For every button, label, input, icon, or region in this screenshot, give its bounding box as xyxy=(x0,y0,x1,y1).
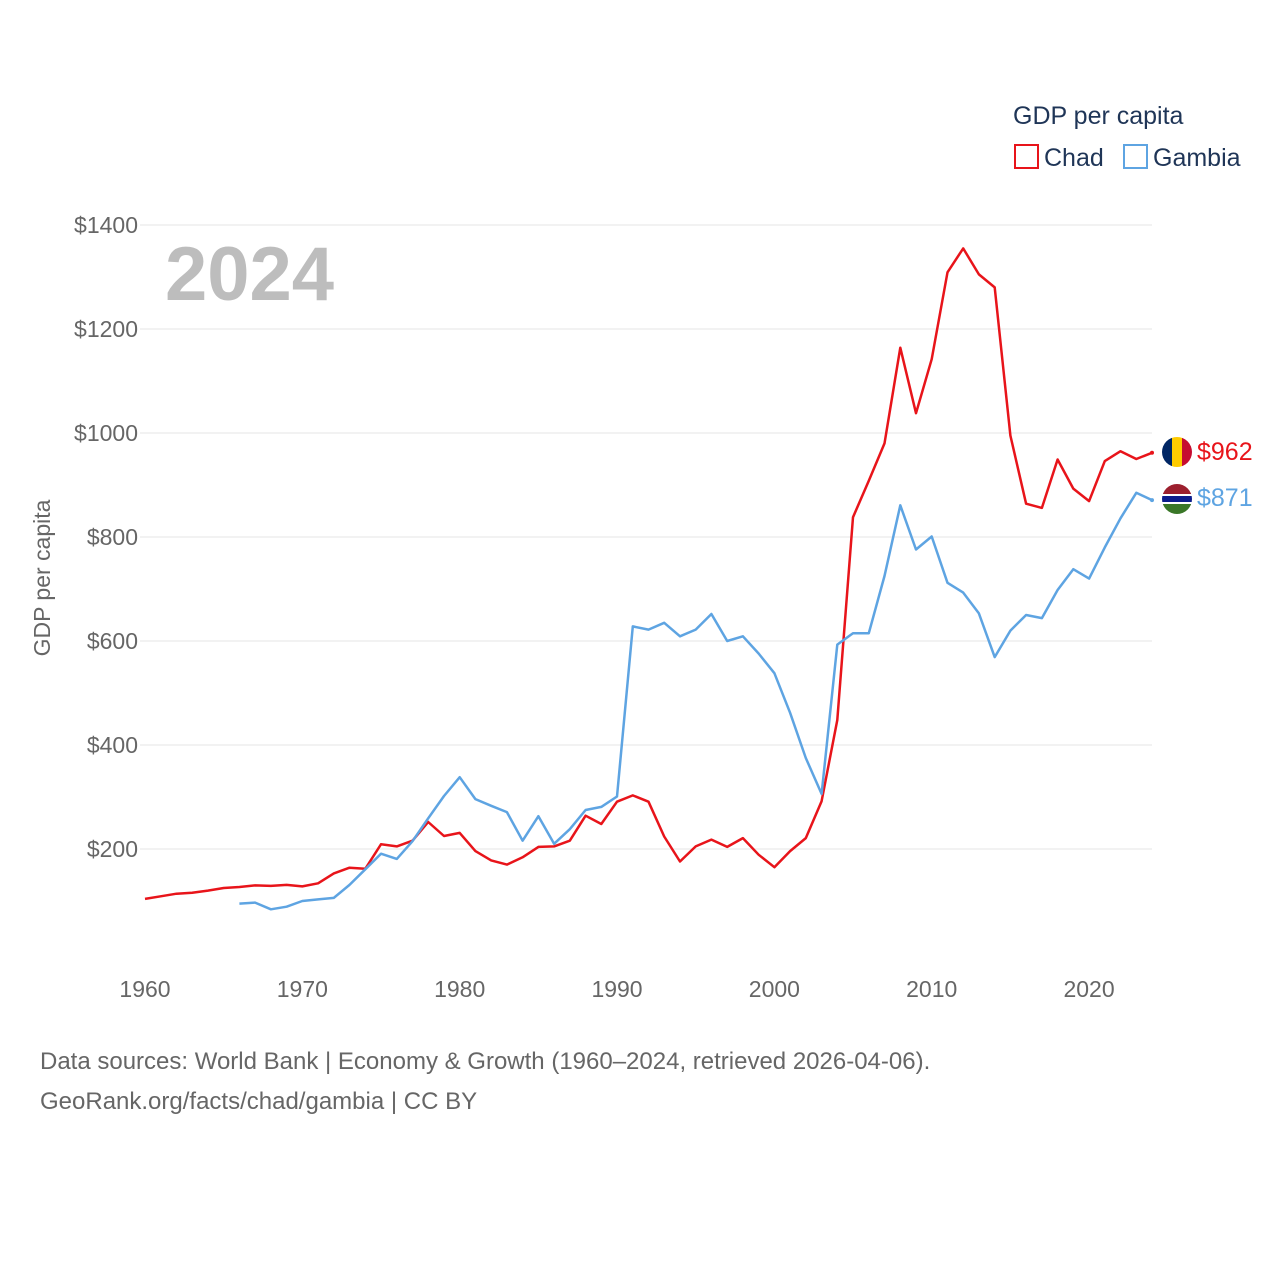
series-line-chad[interactable] xyxy=(144,247,1153,901)
data-source-footer: Data sources: World Bank | Economy & Gro… xyxy=(40,1042,930,1122)
legend-swatch-chad xyxy=(1014,144,1039,169)
x-tick-label: 1990 xyxy=(591,976,642,1002)
y-axis-ticks: $200 $400 $600 $800 $1000 $1200 $1400 xyxy=(74,212,138,862)
series-line-gambia[interactable] xyxy=(239,491,1153,911)
y-tick-label: $1200 xyxy=(74,316,138,342)
chad-flag-icon xyxy=(1162,437,1192,467)
source-line-1: Data sources: World Bank | Economy & Gro… xyxy=(40,1048,931,1075)
legend-item-gambia[interactable]: Gambia xyxy=(1123,144,1241,172)
y-axis-label: GDP per capita xyxy=(29,499,55,656)
legend-swatch-gambia xyxy=(1123,144,1148,169)
chad-end-marker: $962 xyxy=(1162,437,1253,467)
legend-title: GDP per capita xyxy=(1013,102,1184,130)
x-axis-ticks: 1960 1970 1980 1990 2000 2010 2020 xyxy=(119,976,1114,1002)
x-tick-label: 2020 xyxy=(1063,976,1114,1002)
y-tick-label: $200 xyxy=(87,836,138,862)
x-tick-label: 1980 xyxy=(434,976,485,1002)
gambia-flag-icon xyxy=(1162,484,1192,514)
legend-item-chad[interactable]: Chad xyxy=(1014,144,1104,172)
legend-label-gambia: Gambia xyxy=(1153,144,1241,172)
year-label: 2024 xyxy=(165,232,334,317)
legend: GDP per capita Chad Gambia xyxy=(1013,102,1241,172)
series-endpoint-gambia xyxy=(1150,498,1154,503)
x-tick-label: 1970 xyxy=(277,976,328,1002)
series-endpoint-chad xyxy=(1150,450,1154,455)
y-tick-label: $1400 xyxy=(74,212,138,238)
gambia-end-marker: $871 xyxy=(1162,484,1253,514)
y-tick-label: $400 xyxy=(87,732,138,758)
legend-label-chad: Chad xyxy=(1044,144,1104,172)
gdp-chart: $200 $400 $600 $800 $1000 $1200 $1400 1960 1970… xyxy=(29,102,1253,1002)
x-tick-label: 2000 xyxy=(749,976,800,1002)
y-tick-label: $1000 xyxy=(74,420,138,446)
source-line-2[interactable]: GeoRank.org/facts/chad/gambia | CC BY xyxy=(40,1088,478,1115)
series-lines xyxy=(144,247,1154,911)
gambia-end-value: $871 xyxy=(1197,484,1253,512)
y-tick-label: $800 xyxy=(87,524,138,550)
y-tick-label: $600 xyxy=(87,628,138,654)
grid-lines xyxy=(140,224,1152,850)
x-tick-label: 2010 xyxy=(906,976,957,1002)
chad-end-value: $962 xyxy=(1197,438,1253,466)
x-tick-label: 1960 xyxy=(119,976,170,1002)
